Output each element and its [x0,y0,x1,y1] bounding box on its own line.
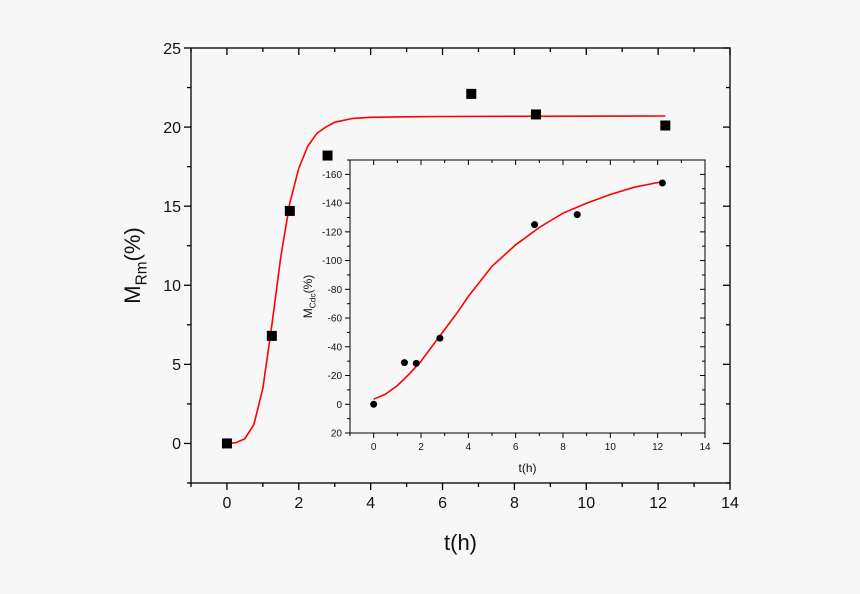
inset-y-tick-label: -20 [328,371,343,382]
main-frame [190,47,731,484]
main-data-point [530,109,541,120]
inset-x-tick-label: 2 [418,442,424,453]
main-x-tick-label: 6 [438,495,447,512]
inset-plot-area [350,160,705,433]
main-x-tick-label: 4 [366,495,375,512]
main-data-point [221,438,232,449]
main-data-point [466,88,477,99]
inset-data-point [658,179,666,187]
main-data-point [660,120,671,131]
main-data-point [284,205,295,216]
inset-x-tick-label: 10 [605,442,617,453]
main-x-tick-label: 2 [294,495,303,512]
inset-data-point [436,334,444,342]
main-x-tick-label: 0 [222,495,231,512]
inset-y-tick-label: -140 [322,199,342,210]
inset-y-tick-label: -80 [328,285,343,296]
main-x-tick-label: 14 [721,495,739,512]
inset-x-tick-label: 6 [513,442,519,453]
main-y-axis-label: MRm(%) [120,227,151,303]
inset-data-point [400,359,408,367]
main-data-point [322,150,333,161]
inset-y-tick-label: -100 [322,256,342,267]
main-x-tick-label: 10 [577,495,595,512]
inset-y-tick-label: -160 [322,170,342,181]
inset-x-tick-label: 12 [652,442,664,453]
inset-x-tick-label: 4 [466,442,472,453]
inset-fit-curve [373,180,663,400]
main-y-tick-label: 5 [172,357,181,374]
inset-data-point [412,359,420,367]
inset-data-point [531,221,539,229]
inset-data-point [573,211,581,219]
inset-x-axis-label: t(h) [519,461,537,475]
main-y-tick-label: 25 [163,41,181,58]
main-data-point [266,330,277,341]
main-y-tick-label: 20 [163,120,181,137]
inset-data-point [370,400,378,408]
main-y-tick-label: 10 [163,278,181,295]
inset-y-tick-label: 20 [331,429,343,440]
inset-y-tick-label: -40 [328,342,343,353]
main-fit-curve [226,115,666,445]
inset-x-tick-label: 14 [699,442,711,453]
main-x-tick-label: 8 [510,495,519,512]
main-x-tick-label: 12 [649,495,667,512]
inset-y-tick-label: 0 [336,400,342,411]
inset-frame [349,159,706,434]
inset-x-tick-label: 8 [560,442,566,453]
inset-chart: 0 2 4 6 8 10 12 14 20 0 -20 -40 -60 -80 -100 -120 -140 -1… [301,159,711,475]
main-y-tick-label: 0 [172,436,181,453]
main-x-axis-label: t(h) [444,530,477,555]
inset-x-tick-label: 0 [371,442,377,453]
inset-y-tick-label: -120 [322,227,342,238]
inset-y-tick-label: -60 [328,314,343,325]
main-y-tick-label: 15 [163,199,181,216]
inset-y-axis-label: MCdc(%) [301,275,318,319]
